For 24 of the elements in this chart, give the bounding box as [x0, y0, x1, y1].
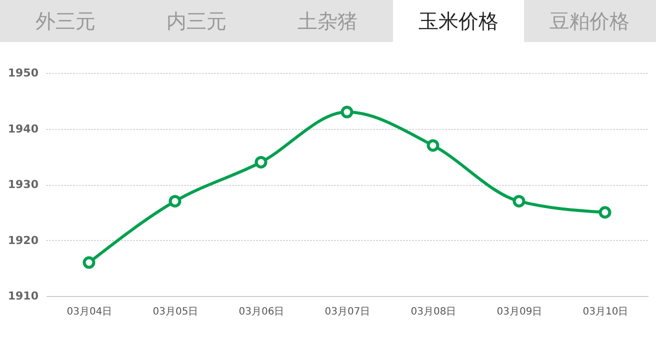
text: 豆粕价格 [548, 8, 630, 35]
text: 土杂猪 [296, 8, 358, 35]
text: 内三元 [166, 8, 228, 35]
point [512, 194, 526, 208]
x-tick-label: 03月10日 [582, 306, 628, 318]
point [168, 194, 182, 208]
x-tick-label: 03月07日 [324, 306, 370, 318]
point [426, 139, 440, 152]
y-tick-label: 1950 [8, 66, 39, 80]
chart-title: 玉米价格 [393, 0, 524, 42]
x-tick-label: 03月08日 [410, 306, 456, 318]
x-tick-label: 03月09日 [496, 306, 542, 318]
y-tick-label: 1910 [8, 290, 39, 302]
point [82, 256, 96, 269]
y-tick-label: 1930 [8, 178, 39, 191]
x-tick-label: 03月06日 [238, 306, 284, 318]
point [598, 206, 612, 219]
x-tick-label: 03月04日 [66, 306, 112, 318]
text: 外三元 [34, 8, 96, 35]
y-tick-label: 1920 [8, 234, 39, 247]
point [254, 156, 268, 168]
y-tick-label: 1940 [8, 122, 39, 136]
point [340, 106, 354, 118]
x-tick-label: 03月05日 [152, 306, 198, 318]
